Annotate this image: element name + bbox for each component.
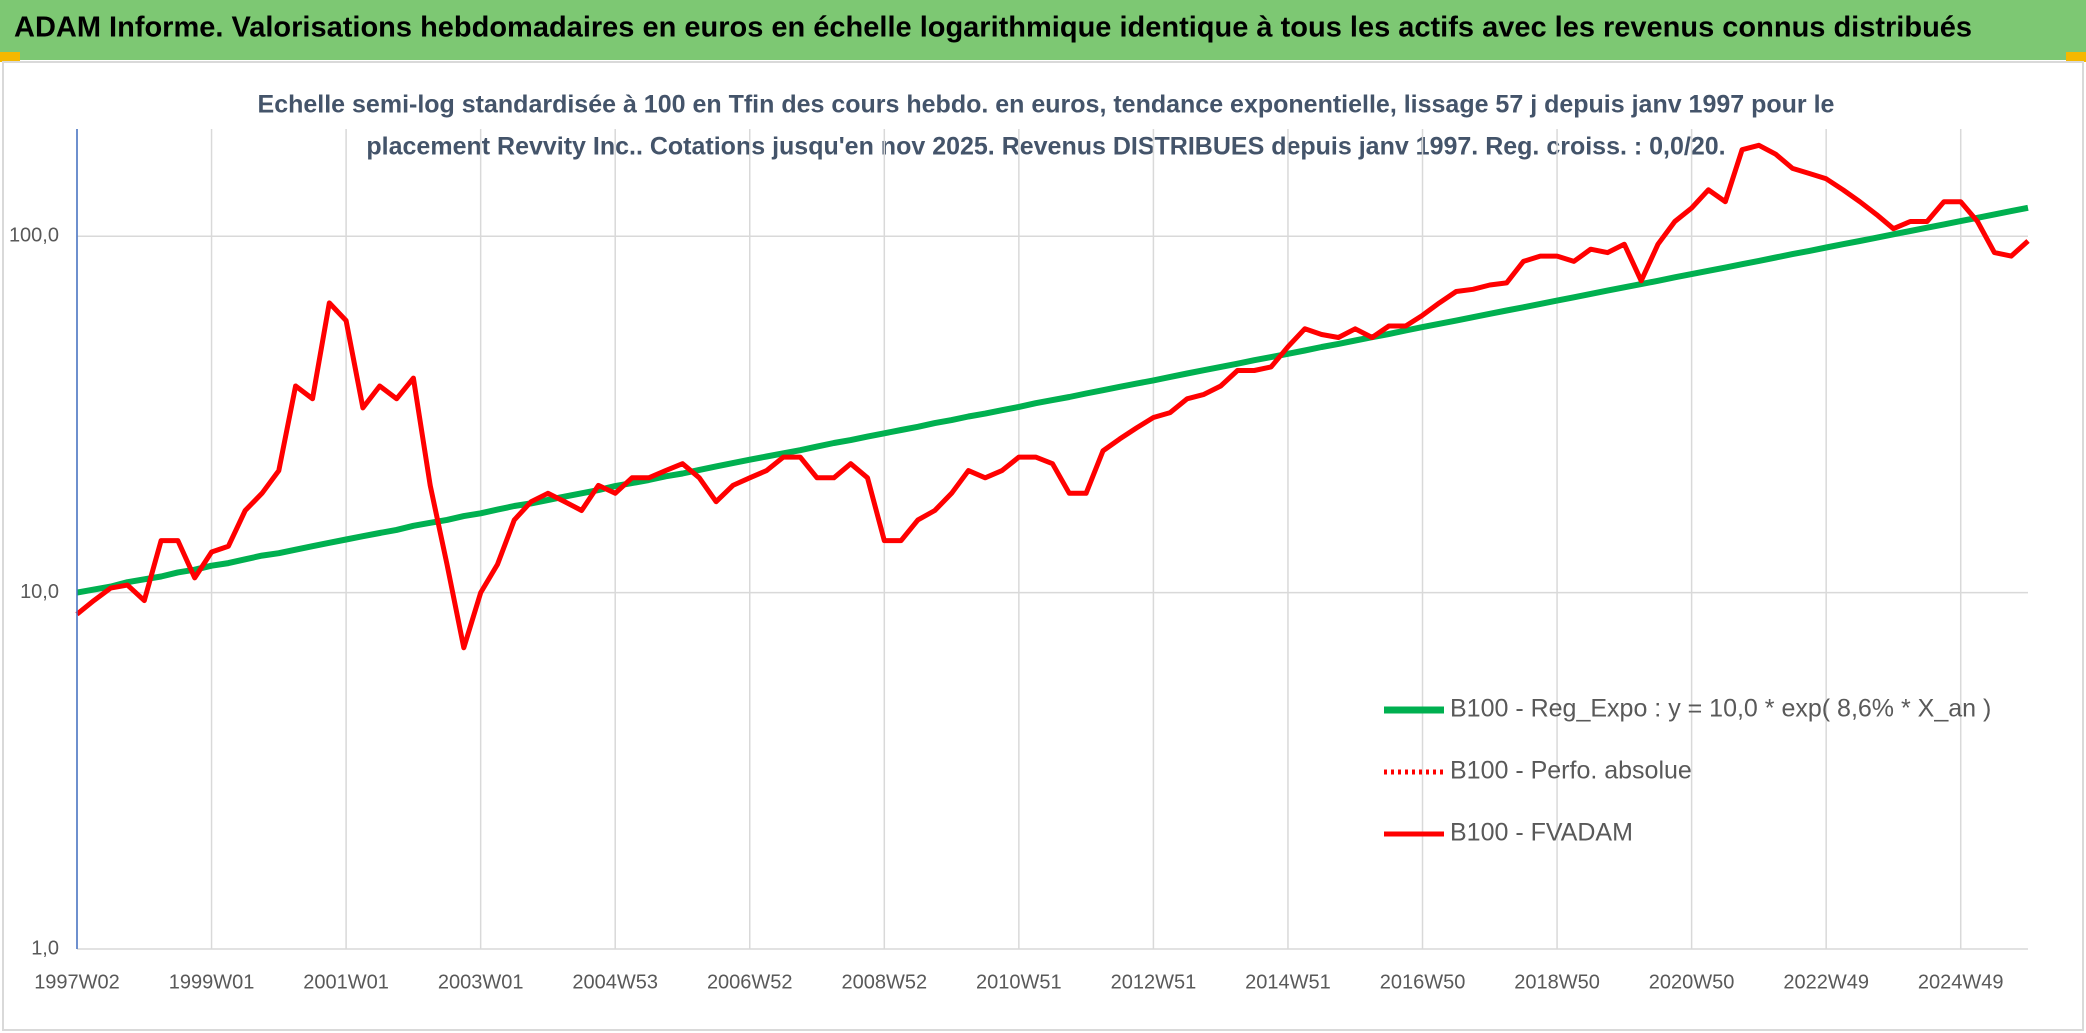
x-tick-label: 2004W53 [572,971,658,993]
chart-title: ADAM Informe. Valorisations hebdomadaire… [14,12,1972,44]
y-tick-label: 1,0 [31,937,59,959]
x-tick-label: 2006W52 [707,971,793,993]
x-tick-label: 1999W01 [169,971,255,993]
data-line [76,204,2029,596]
corner-mark [2066,52,2086,62]
header-bar [0,0,2086,60]
x-tick-label: 2022W49 [1783,971,1869,993]
legend-label: B100 - FVADAM [1450,819,1633,847]
chart-frame [2,61,2084,1031]
x-tick-label: 2010W51 [976,971,1062,993]
chart-subtitle: Echelle semi-log standardisée à 100 en T… [258,91,1835,119]
legend-label: B100 - Reg_Expo : y = 10,0 * exp( 8,6% *… [1450,695,1991,723]
x-tick-label: 2016W50 [1380,971,1466,993]
plot-area [75,142,2030,651]
legend: B100 - Reg_Expo : y = 10,0 * exp( 8,6% *… [1384,695,1991,847]
corner-mark [0,52,20,62]
grid: 1,0 10,0 100,0 1997W02 1999W01 2001W01 2003W01… [9,129,2028,993]
x-tick-label: 2014W51 [1245,971,1331,993]
x-tick-label: 2001W01 [303,971,389,993]
x-tick-label: 1997W02 [34,971,120,993]
x-tick-label: 2024W49 [1918,971,2004,993]
data-line [75,142,2030,651]
x-tick-label: 2003W01 [438,971,524,993]
y-tick-label: 10,0 [20,581,59,603]
x-tick-label: 2018W50 [1514,971,1600,993]
x-tick-label: 2012W51 [1111,971,1197,993]
y-tick-label: 100,0 [9,225,59,247]
x-tick-label: 2008W52 [841,971,927,993]
chart-subtitle: placement Revvity Inc.. Cotations jusqu'… [366,133,1725,161]
legend-label: B100 - Perfo. absolue [1450,757,1692,785]
x-tick-label: 2020W50 [1649,971,1735,993]
